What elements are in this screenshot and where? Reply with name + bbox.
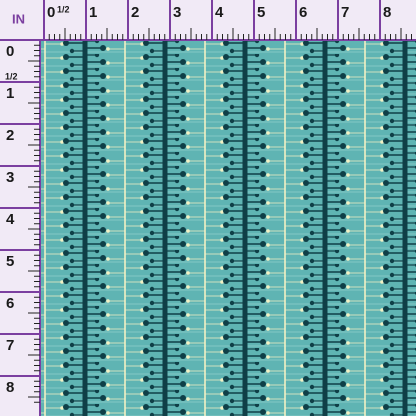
top-ruler-label: 1/2 xyxy=(57,4,70,14)
left-ruler-label: 3 xyxy=(6,169,14,186)
top-ruler-label: 1 xyxy=(89,4,97,21)
left-ruler-label: 2 xyxy=(6,127,14,144)
unit-label: IN xyxy=(12,11,25,26)
left-ruler-label: 1/2 xyxy=(5,71,18,81)
top-ruler-label: 3 xyxy=(173,4,181,21)
left-ruler-label: 4 xyxy=(6,211,15,228)
top-ruler-label: 5 xyxy=(257,4,265,21)
left-ruler-label: 6 xyxy=(6,295,14,312)
top-ruler-label: 8 xyxy=(383,4,391,21)
left-ruler-label: 7 xyxy=(6,337,14,354)
fabric xyxy=(40,40,416,416)
ruler-ticks xyxy=(0,0,412,403)
top-ruler-label: 7 xyxy=(341,4,349,21)
left-ruler-label: 8 xyxy=(6,379,14,396)
left-ruler-label: 1 xyxy=(6,85,14,102)
left-ruler-label: 0 xyxy=(6,43,14,60)
top-ruler-label: 6 xyxy=(299,4,307,21)
top-ruler-label: 2 xyxy=(131,4,139,21)
top-ruler-label: 0 xyxy=(47,4,55,21)
left-ruler-label: 5 xyxy=(6,253,14,270)
top-ruler-label: 4 xyxy=(215,4,224,21)
